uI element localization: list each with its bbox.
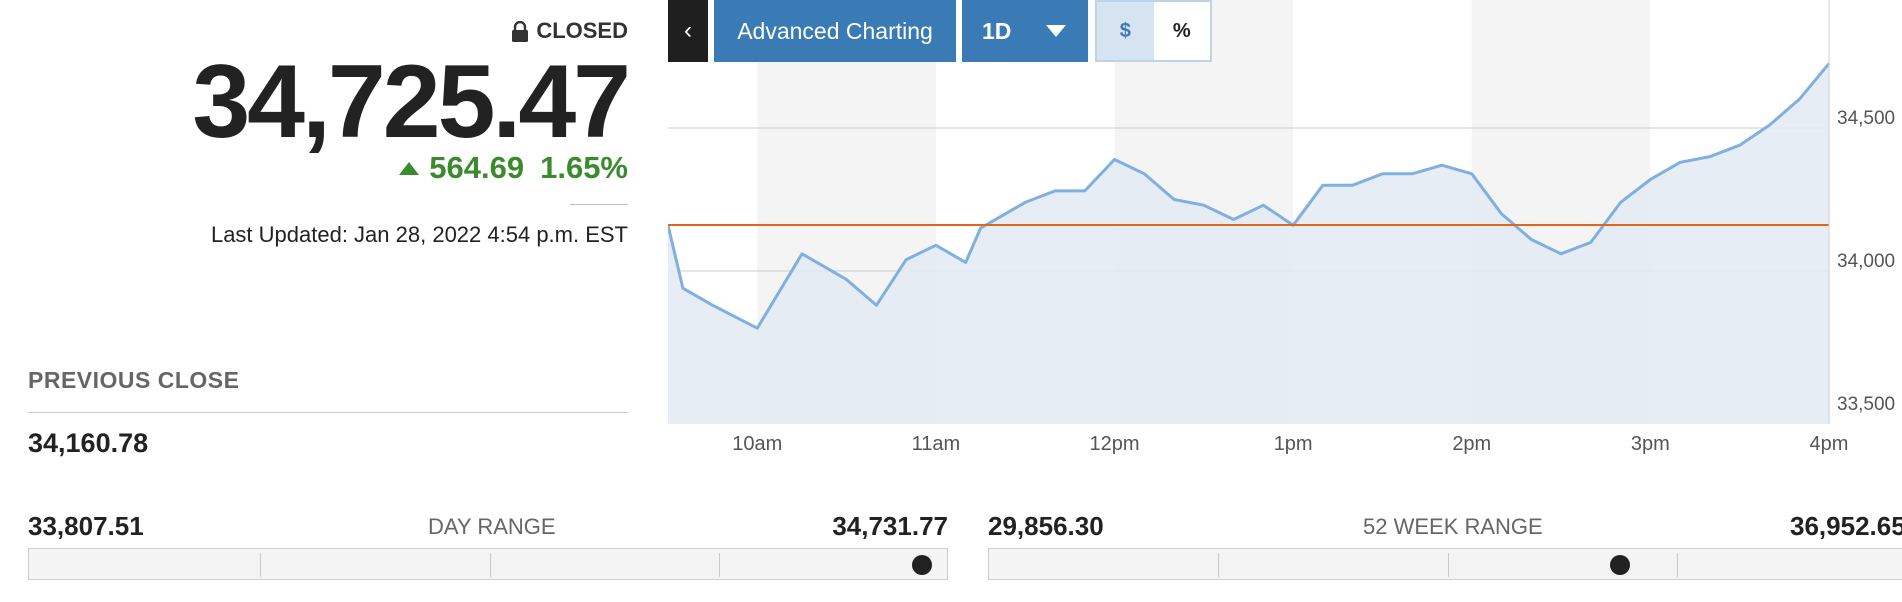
price: 34,725.47 [192,44,631,160]
day-range-marker [912,555,933,575]
range-label: 1D [982,17,1012,44]
divider [28,412,628,413]
day-range-bar [28,548,948,580]
day-range-label: DAY RANGE [428,514,556,539]
x-tick-label: 1pm [1274,433,1313,455]
week52-range-low: 29,856.30 [988,511,1104,541]
week52-range-label: 52 WEEK RANGE [1363,514,1543,539]
dollar-mode-button[interactable]: $ [1097,2,1154,60]
lock-icon [512,20,529,42]
price-change: 564.69 [429,150,525,185]
divider [570,204,628,205]
price-area [668,63,1829,424]
collapse-button[interactable]: ‹ [668,0,708,62]
x-tick-label: 2pm [1452,433,1491,455]
chevron-left-icon: ‹ [684,17,692,44]
day-range-low: 33,807.51 [28,511,144,541]
last-updated: Last Updated: Jan 28, 2022 4:54 p.m. EST [210,222,628,247]
y-tick-label: 34,500 [1837,108,1895,129]
advanced-charting-button[interactable]: Advanced Charting [714,0,956,62]
y-tick-label: 34,000 [1837,251,1895,272]
x-tick-label: 10am [732,433,782,455]
market-status: CLOSED [500,16,628,46]
x-tick-label: 3pm [1631,433,1670,455]
week52-range-bar [988,548,1902,580]
intraday-chart[interactable]: 34,500 34,000 33,500 10am 11am 12pm 1pm 2pm 3pm 4… [668,0,1902,460]
week52-range-marker [1610,555,1631,575]
change-row: 564.69 1.65% [399,150,628,186]
price-line [668,62,1831,330]
percent-change: 1.65% [540,150,628,185]
week52-range-high: 36,952.65 [1790,511,1902,541]
status-label: CLOSED [536,18,628,43]
day-range-high: 34,731.77 [832,511,948,541]
previous-close-label: PREVIOUS CLOSE [28,367,240,393]
previous-close-value: 34,160.78 [28,428,149,458]
value-mode-toggle: $ % [1095,0,1212,62]
y-tick-label: 33,500 [1837,394,1895,415]
x-tick-label: 12pm [1090,433,1140,455]
percent-mode-button[interactable]: % [1153,2,1210,60]
x-tick-label: 4pm [1810,433,1849,455]
up-arrow-icon [399,161,420,175]
range-dropdown[interactable]: 1D [962,0,1088,62]
caret-down-icon [1046,25,1066,37]
x-tick-label: 11am [912,433,961,455]
